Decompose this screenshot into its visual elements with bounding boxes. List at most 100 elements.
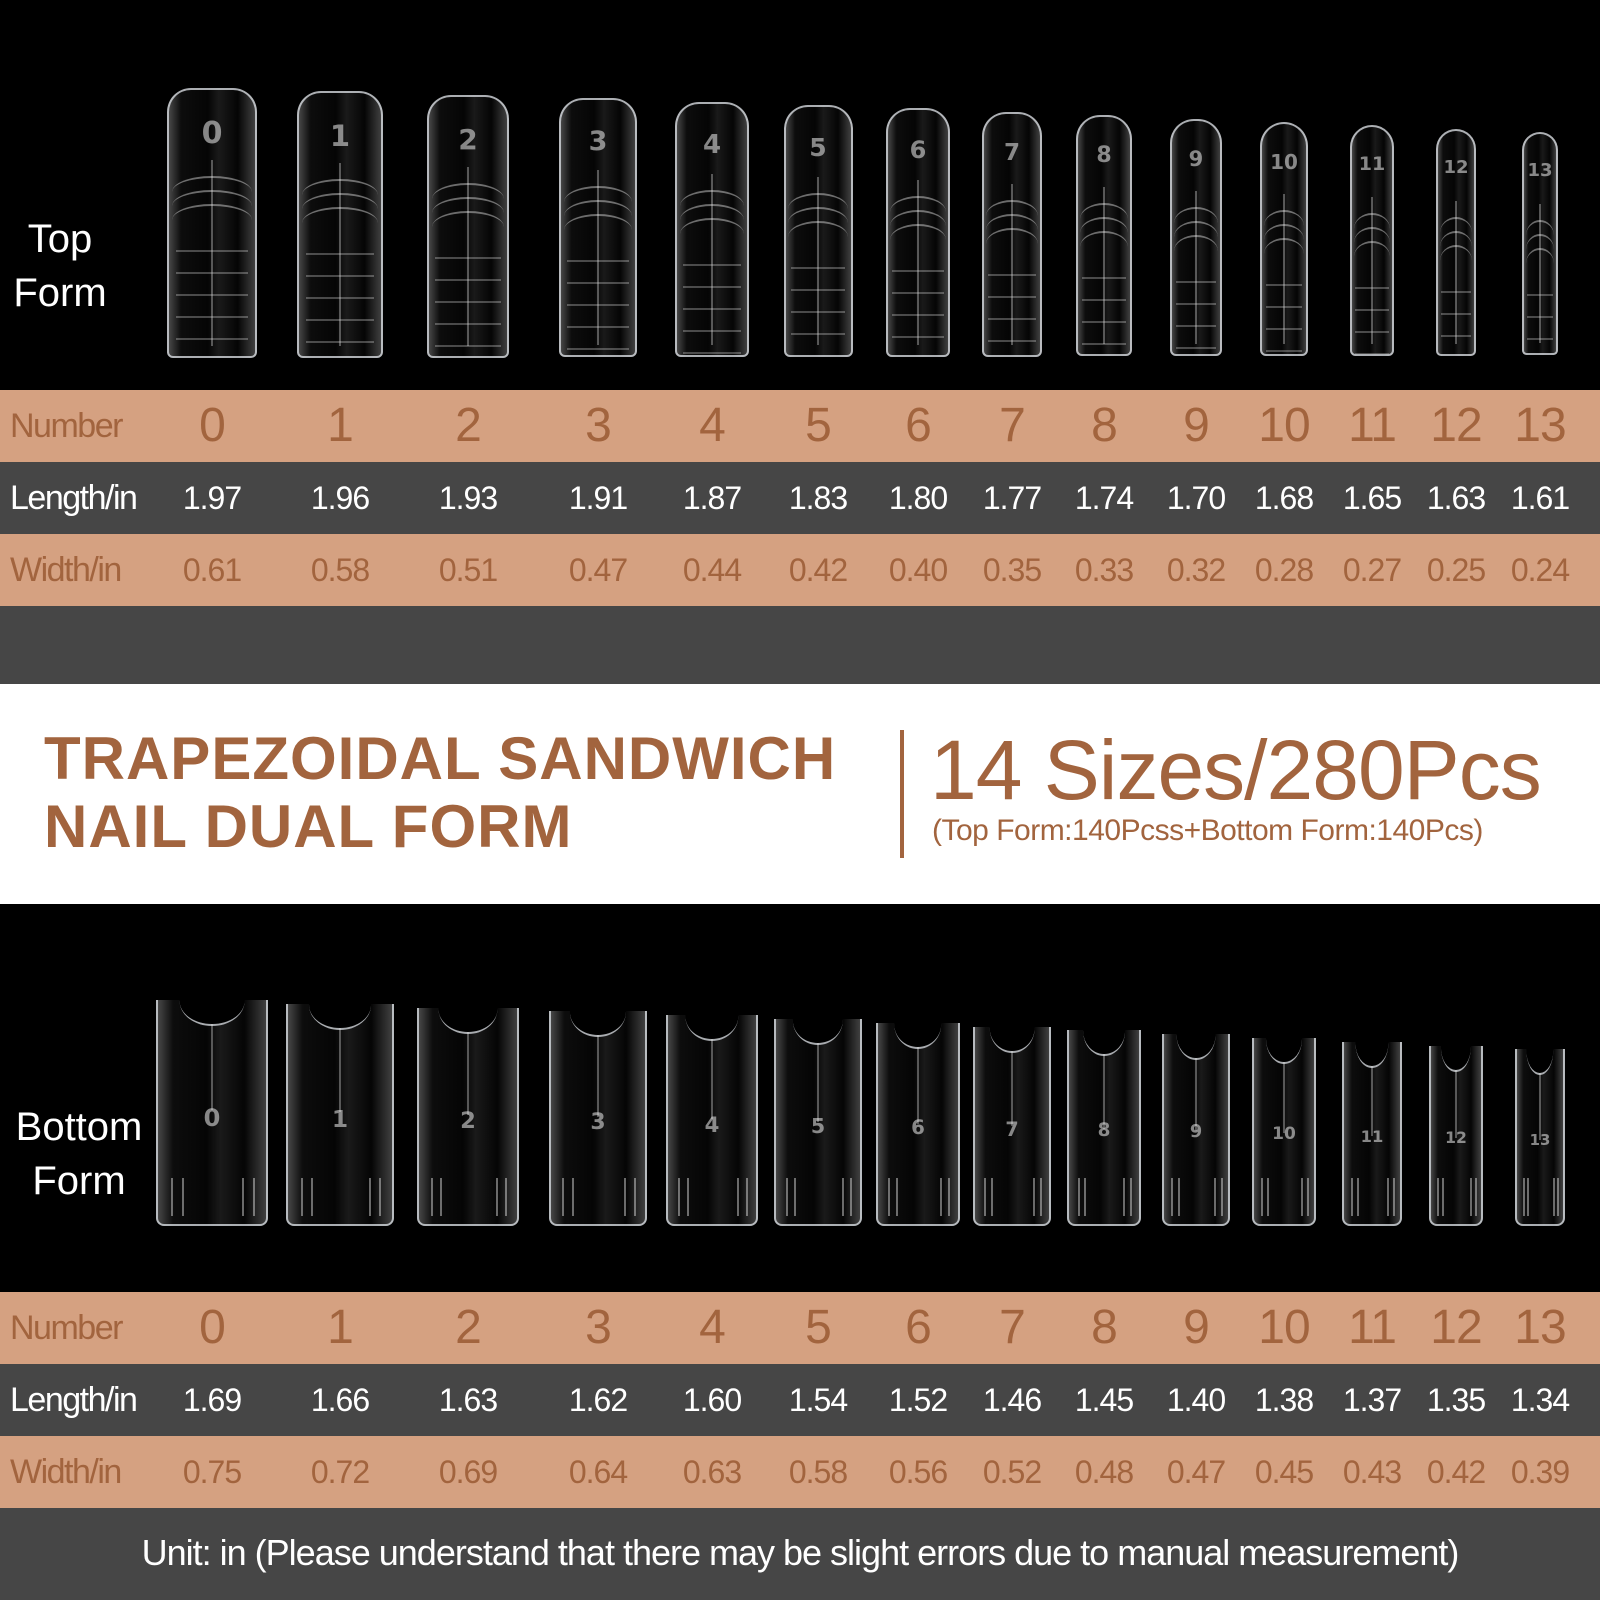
bottom-size-number: 6: [905, 1301, 932, 1354]
top-length-row: Length/in 1.97 1.96 1.93 1.91 1.87 1.83 1.80 1.…: [0, 462, 1600, 534]
top-width-value: 0.33: [1074, 552, 1134, 588]
bottom-nail-size-mark: 8: [1097, 1120, 1111, 1142]
bottom-nail-size-mark: 1: [331, 1106, 349, 1133]
top-size-number: 5: [805, 399, 832, 452]
bottom-width-value: 0.47: [1166, 1454, 1226, 1490]
top-form-nail: 8: [1075, 115, 1133, 357]
top-form-label: Top Form: [13, 217, 107, 315]
bottom-length-value: 1.37: [1342, 1382, 1402, 1418]
top-length-value: 1.83: [788, 480, 848, 516]
top-form-nail: 6: [885, 108, 951, 357]
top-nail-size-mark: 11: [1358, 153, 1386, 176]
bottom-width-value: 0.43: [1342, 1454, 1402, 1490]
bottom-form-nail: 5: [774, 1019, 862, 1226]
top-width-row: Width/in 0.61 0.58 0.51 0.47 0.44 0.42 0.40 0.3…: [0, 534, 1600, 606]
top-length-value: 1.63: [1426, 480, 1486, 516]
bottom-width-value: 0.63: [682, 1454, 742, 1490]
top-length-label: Length/in: [10, 479, 138, 517]
top-width-value: 0.25: [1426, 552, 1486, 588]
title-banner: TRAPEZOIDAL SANDWICH NAIL DUAL FORM 14 S…: [0, 684, 1600, 904]
bottom-width-value: 0.52: [982, 1454, 1042, 1490]
bottom-length-value: 1.62: [568, 1382, 628, 1418]
bottom-number-label: Number: [10, 1309, 123, 1347]
top-form-nail: 2: [427, 94, 509, 358]
top-width-value: 0.32: [1166, 552, 1226, 588]
top-nail-size-mark: 2: [458, 122, 478, 156]
bottom-form-nail: 8: [1067, 1030, 1141, 1226]
bottom-form-nail: 6: [876, 1022, 960, 1226]
top-form-nail: 5: [783, 105, 853, 357]
top-form-nail: 10: [1260, 122, 1308, 356]
bottom-number-row: Number 0 1 2 3 4 5 6 7 8 9 10 11 12 13: [0, 1292, 1600, 1364]
top-width-value: 0.40: [888, 552, 948, 588]
top-length-value: 1.97: [182, 480, 242, 516]
top-length-value: 1.70: [1166, 480, 1226, 516]
top-length-value: 1.65: [1342, 480, 1402, 516]
bottom-width-value: 0.42: [1426, 1454, 1486, 1490]
top-nail-size-mark: 1: [329, 119, 351, 154]
bottom-form-label: Bottom Form: [15, 1105, 143, 1203]
bottom-form-nail: 4: [665, 1015, 759, 1226]
footer-band: Unit: in (Please understand that there m…: [0, 1508, 1600, 1600]
top-size-number: 9: [1183, 399, 1210, 452]
top-width-value: 0.51: [438, 552, 498, 588]
top-length-value: 1.96: [310, 480, 370, 516]
top-nail-size-mark: 13: [1527, 160, 1553, 182]
bottom-length-value: 1.54: [788, 1382, 848, 1418]
bottom-length-label: Length/in: [10, 1381, 138, 1419]
bottom-length-value: 1.35: [1426, 1382, 1486, 1418]
top-length-value: 1.77: [982, 480, 1042, 516]
bottom-length-value: 1.34: [1510, 1382, 1570, 1418]
top-nail-size-mark: 4: [702, 129, 722, 160]
top-width-value: 0.27: [1342, 552, 1402, 588]
top-width-value: 0.47: [568, 552, 628, 588]
bottom-size-number: 3: [585, 1301, 612, 1354]
bottom-form-nail: 2: [416, 1007, 520, 1226]
bottom-length-value: 1.40: [1166, 1382, 1226, 1418]
bottom-size-number: 0: [199, 1301, 226, 1354]
bottom-length-value: 1.38: [1254, 1382, 1314, 1418]
top-size-number: 7: [999, 399, 1026, 452]
bottom-nail-size-mark: 5: [810, 1114, 826, 1139]
top-nail-size-mark: 10: [1270, 150, 1298, 174]
top-form-nail: 7: [981, 111, 1043, 357]
bottom-nail-size-mark: 4: [704, 1112, 720, 1138]
top-size-number: 10: [1258, 399, 1310, 452]
banner-divider: [900, 730, 904, 858]
top-form-nail: 1: [297, 91, 383, 358]
bottom-form-nail: 1: [286, 1003, 394, 1226]
bottom-form-nail: 13: [1515, 1049, 1565, 1226]
bottom-nail-size-mark: 11: [1360, 1126, 1384, 1146]
spacer-band: [0, 606, 1600, 684]
bottom-nail-size-mark: 6: [911, 1116, 925, 1140]
bottom-form-nail: 9: [1161, 1034, 1231, 1226]
bottom-form-nail: 0: [156, 1000, 268, 1226]
bottom-width-row: Width/in 0.75 0.72 0.69 0.64 0.63 0.58 0.56 0.5…: [0, 1436, 1600, 1508]
top-width-value: 0.24: [1510, 552, 1570, 588]
bottom-width-value: 0.75: [182, 1454, 242, 1490]
bottom-width-value: 0.72: [310, 1454, 370, 1490]
bottom-width-value: 0.56: [888, 1454, 948, 1490]
bottom-length-value: 1.66: [310, 1382, 370, 1418]
bottom-width-value: 0.69: [438, 1454, 498, 1490]
bottom-size-number: 1: [327, 1301, 354, 1354]
bottom-nail-size-mark: 9: [1189, 1122, 1203, 1143]
top-size-number: 11: [1348, 399, 1397, 452]
bottom-nail-size-mark: 0: [203, 1103, 221, 1132]
bottom-length-value: 1.69: [182, 1382, 242, 1418]
bottom-form-nail: 12: [1428, 1045, 1484, 1226]
top-size-number: 2: [455, 399, 482, 452]
bottom-length-value: 1.45: [1074, 1382, 1134, 1418]
top-size-number: 0: [199, 399, 226, 452]
top-length-value: 1.68: [1254, 480, 1314, 516]
measurement-note: Unit: in (Please understand that there m…: [141, 1532, 1460, 1573]
bottom-size-number: 4: [699, 1301, 726, 1354]
bottom-form-nail: 7: [972, 1026, 1052, 1226]
title-line-1: TRAPEZOIDAL SANDWICH: [44, 725, 837, 792]
top-size-number: 12: [1430, 399, 1482, 452]
top-number-label: Number: [10, 407, 123, 445]
bottom-length-row: Length/in 1.69 1.66 1.63 1.62 1.60 1.54 1.52 1.…: [0, 1364, 1600, 1436]
pieces-breakdown: (Top Form:140Pcss+Bottom Form:140Pcs): [932, 814, 1483, 847]
top-size-number: 6: [905, 399, 932, 452]
